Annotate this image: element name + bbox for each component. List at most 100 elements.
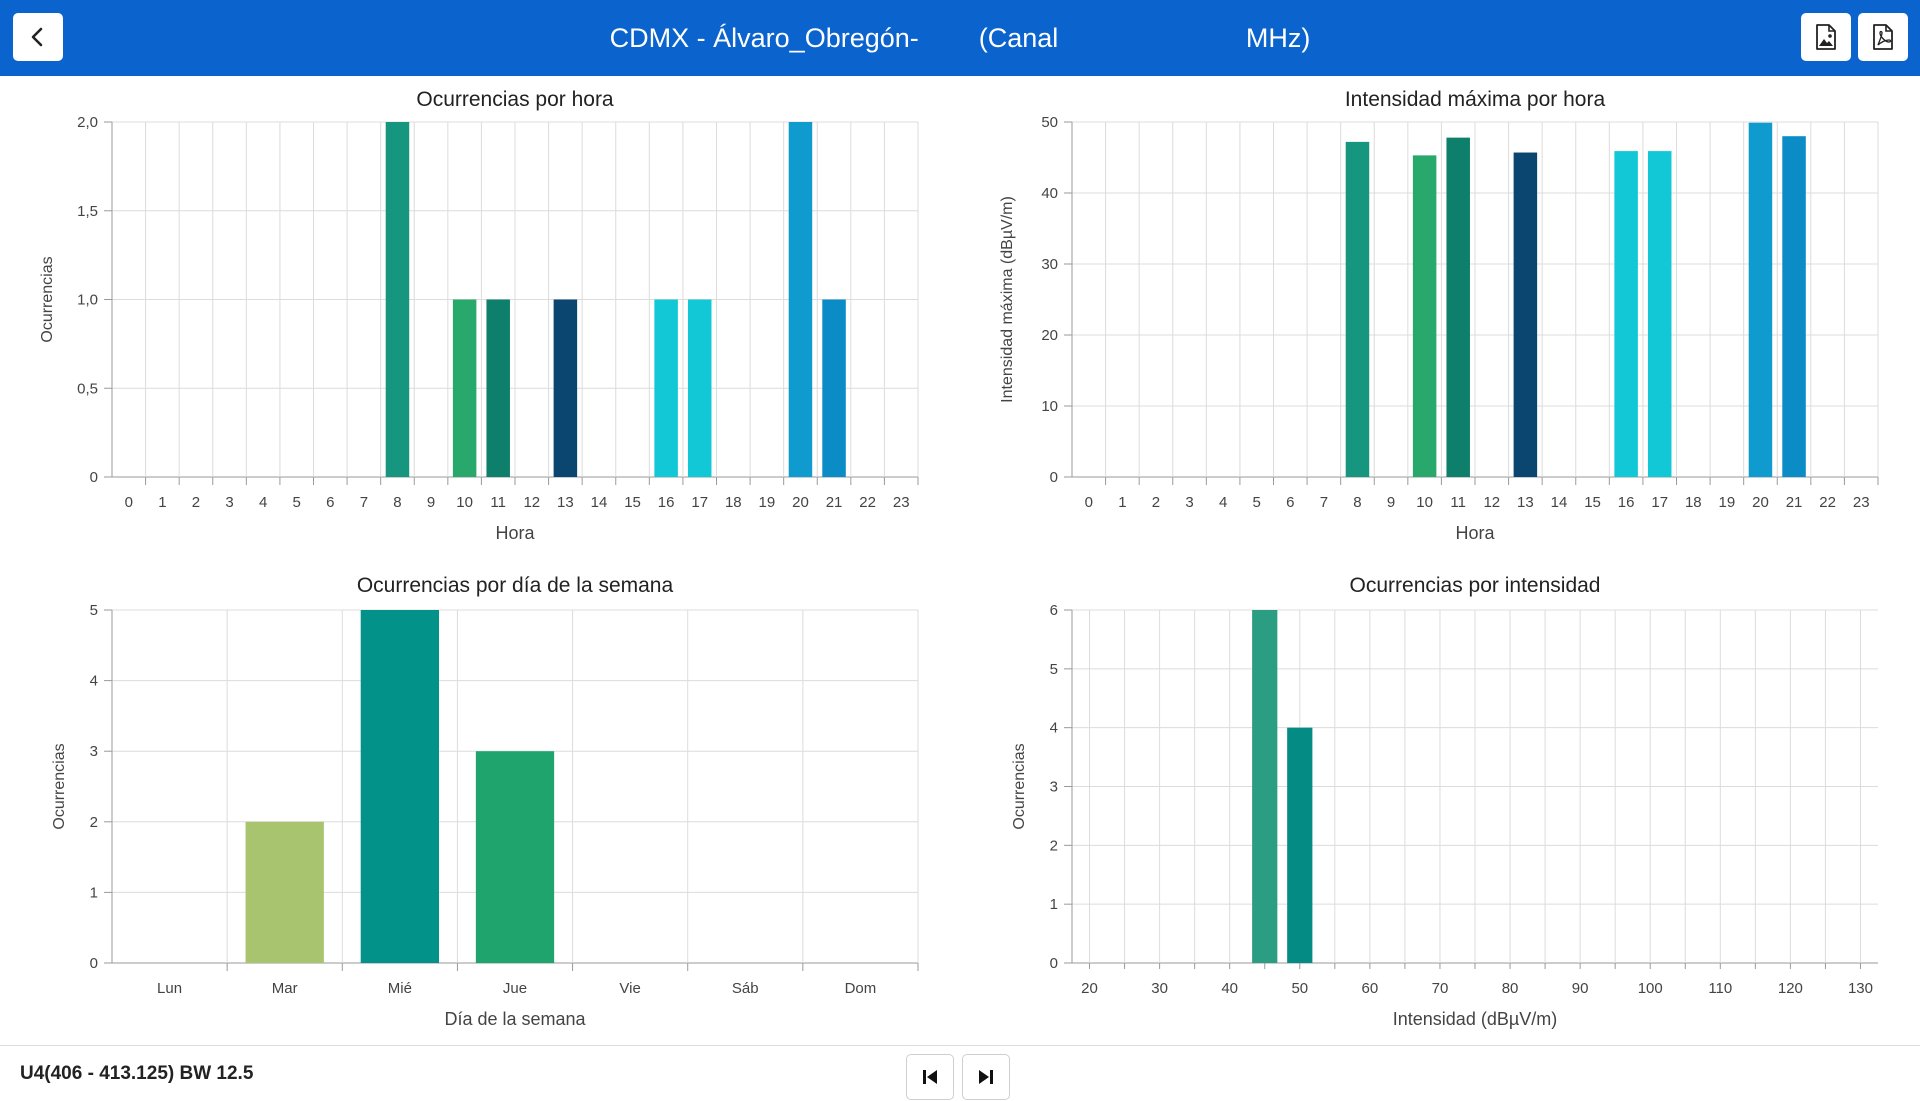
y-tick-label: 2 — [90, 814, 98, 831]
x-tick-label: Mié — [388, 980, 412, 997]
x-tick-label: 19 — [1719, 494, 1736, 511]
x-tick-label: 10 — [1416, 494, 1433, 511]
x-tick-label: 16 — [1618, 494, 1635, 511]
bar-11 — [486, 299, 510, 477]
bar-16 — [654, 299, 678, 477]
y-tick-label: 0 — [90, 469, 98, 486]
export-image-button[interactable] — [1801, 13, 1851, 61]
y-tick-label: 6 — [1050, 602, 1058, 619]
bar-16 — [1614, 151, 1638, 478]
x-tick-label: 90 — [1572, 980, 1589, 997]
bar-20 — [1748, 122, 1773, 478]
x-tick-label: 18 — [1685, 494, 1702, 511]
x-tick-label: 10 — [456, 494, 473, 511]
y-tick-label: 0,5 — [77, 380, 98, 397]
x-tick-label: 15 — [624, 494, 641, 511]
chevron-left-icon — [31, 27, 43, 47]
bar-10 — [452, 299, 477, 477]
x-tick-label: 5 — [1253, 494, 1261, 511]
x-tick-label: 16 — [658, 494, 675, 511]
x-tick-label: 20 — [792, 494, 809, 511]
skip-first-icon — [923, 1070, 937, 1084]
x-tick-label: 11 — [1450, 494, 1466, 511]
x-tick-label: 110 — [1708, 980, 1732, 997]
x-tick-label: 80 — [1502, 980, 1519, 997]
x-tick-label: 1 — [1118, 494, 1126, 511]
x-tick-label: 100 — [1638, 980, 1663, 997]
x-tick-label: Lun — [157, 980, 182, 997]
bar-13 — [1513, 152, 1538, 477]
x-tick-label: 14 — [591, 494, 608, 511]
x-tick-label: 15 — [1584, 494, 1601, 511]
x-tick-label: 22 — [1819, 494, 1836, 511]
y-tick-label: 1,0 — [77, 292, 98, 309]
y-tick-label: 3 — [1050, 779, 1058, 796]
x-tick-label: 12 — [1483, 494, 1500, 511]
y-tick-label: 50 — [1041, 114, 1058, 131]
bar-Mar — [245, 821, 324, 963]
y-tick-label: 0 — [1050, 469, 1058, 486]
chart-ocurrencias-por-hora: Ocurrencias por hora 0 0,5 1,0 1,5 2,0 Ocurren… — [39, 88, 919, 543]
x-tick-label: 50 — [1291, 980, 1308, 997]
footer-bar: U4(406 - 413.125) BW 12.5 — [0, 1045, 1920, 1101]
y-tick-label: 2,0 — [77, 114, 98, 131]
x-tick-label: 11 — [490, 494, 506, 511]
x-tick-label: 6 — [1286, 494, 1294, 511]
y-tick-label: 2 — [1050, 837, 1058, 854]
bar-21 — [822, 299, 846, 477]
x-tick-label: 6 — [326, 494, 334, 511]
x-tick-label: 23 — [1853, 494, 1870, 511]
chart-title: Ocurrencias por día de la semana — [357, 574, 674, 597]
x-tick-label: 20 — [1081, 980, 1098, 997]
x-tick-label: 18 — [725, 494, 742, 511]
chart-ocurrencias-por-intensidad: Ocurrencias por intensidad 0 1 2 3 4 5 6 Ocurren… — [1011, 574, 1878, 1029]
last-page-button[interactable] — [962, 1054, 1010, 1100]
skip-last-icon — [979, 1070, 993, 1084]
y-axis-label: Ocurrencias — [39, 256, 56, 342]
bar-50 — [1287, 727, 1313, 963]
x-axis-label: Día de la semana — [444, 1009, 586, 1029]
x-tick-label: 4 — [259, 494, 267, 511]
x-tick-label: 13 — [1517, 494, 1534, 511]
x-tick-label: 9 — [1387, 494, 1395, 511]
chart-title: Intensidad máxima por hora — [1345, 88, 1606, 111]
x-axis-label: Hora — [495, 523, 535, 543]
y-tick-label: 5 — [1050, 661, 1058, 678]
back-button[interactable] — [13, 13, 63, 61]
x-tick-label: 7 — [1320, 494, 1328, 511]
pdf-file-icon — [1873, 24, 1893, 50]
x-tick-label: 120 — [1778, 980, 1803, 997]
x-tick-label: Sáb — [732, 980, 759, 997]
x-tick-label: 5 — [293, 494, 301, 511]
x-tick-label: 30 — [1151, 980, 1168, 997]
y-tick-label: 20 — [1041, 327, 1058, 344]
x-tick-label: 23 — [893, 494, 910, 511]
x-tick-label: 0 — [1085, 494, 1093, 511]
x-tick-label: Dom — [845, 980, 877, 997]
y-axis-label: Intensidad máxima (dBµV/m) — [999, 196, 1016, 403]
x-tick-label: 130 — [1848, 980, 1873, 997]
bar-11 — [1446, 137, 1470, 477]
y-axis-label: Ocurrencias — [1011, 743, 1028, 829]
chart-ocurrencias-por-dia: Ocurrencias por día de la semana 0 1 2 3 4 5 Oc… — [51, 574, 919, 1029]
x-tick-label: 13 — [557, 494, 574, 511]
y-tick-label: 4 — [90, 673, 98, 690]
x-tick-label: 0 — [125, 494, 133, 511]
bar-17 — [687, 299, 712, 477]
first-page-button[interactable] — [906, 1054, 954, 1100]
chart-title: Ocurrencias por intensidad — [1350, 574, 1601, 597]
bar-45 — [1252, 610, 1278, 963]
bar-17 — [1647, 151, 1672, 478]
bar-13 — [553, 299, 578, 477]
x-tick-label: 8 — [393, 494, 401, 511]
y-tick-label: 40 — [1041, 185, 1058, 202]
y-tick-label: 3 — [90, 743, 98, 760]
y-tick-label: 4 — [1050, 720, 1058, 737]
x-tick-label: 21 — [826, 494, 843, 511]
y-tick-label: 30 — [1041, 256, 1058, 273]
chart-title: Ocurrencias por hora — [416, 88, 614, 111]
image-file-icon — [1816, 24, 1836, 50]
bar-Jue — [475, 751, 555, 963]
export-pdf-button[interactable] — [1858, 13, 1908, 61]
x-tick-label: 17 — [691, 494, 708, 511]
